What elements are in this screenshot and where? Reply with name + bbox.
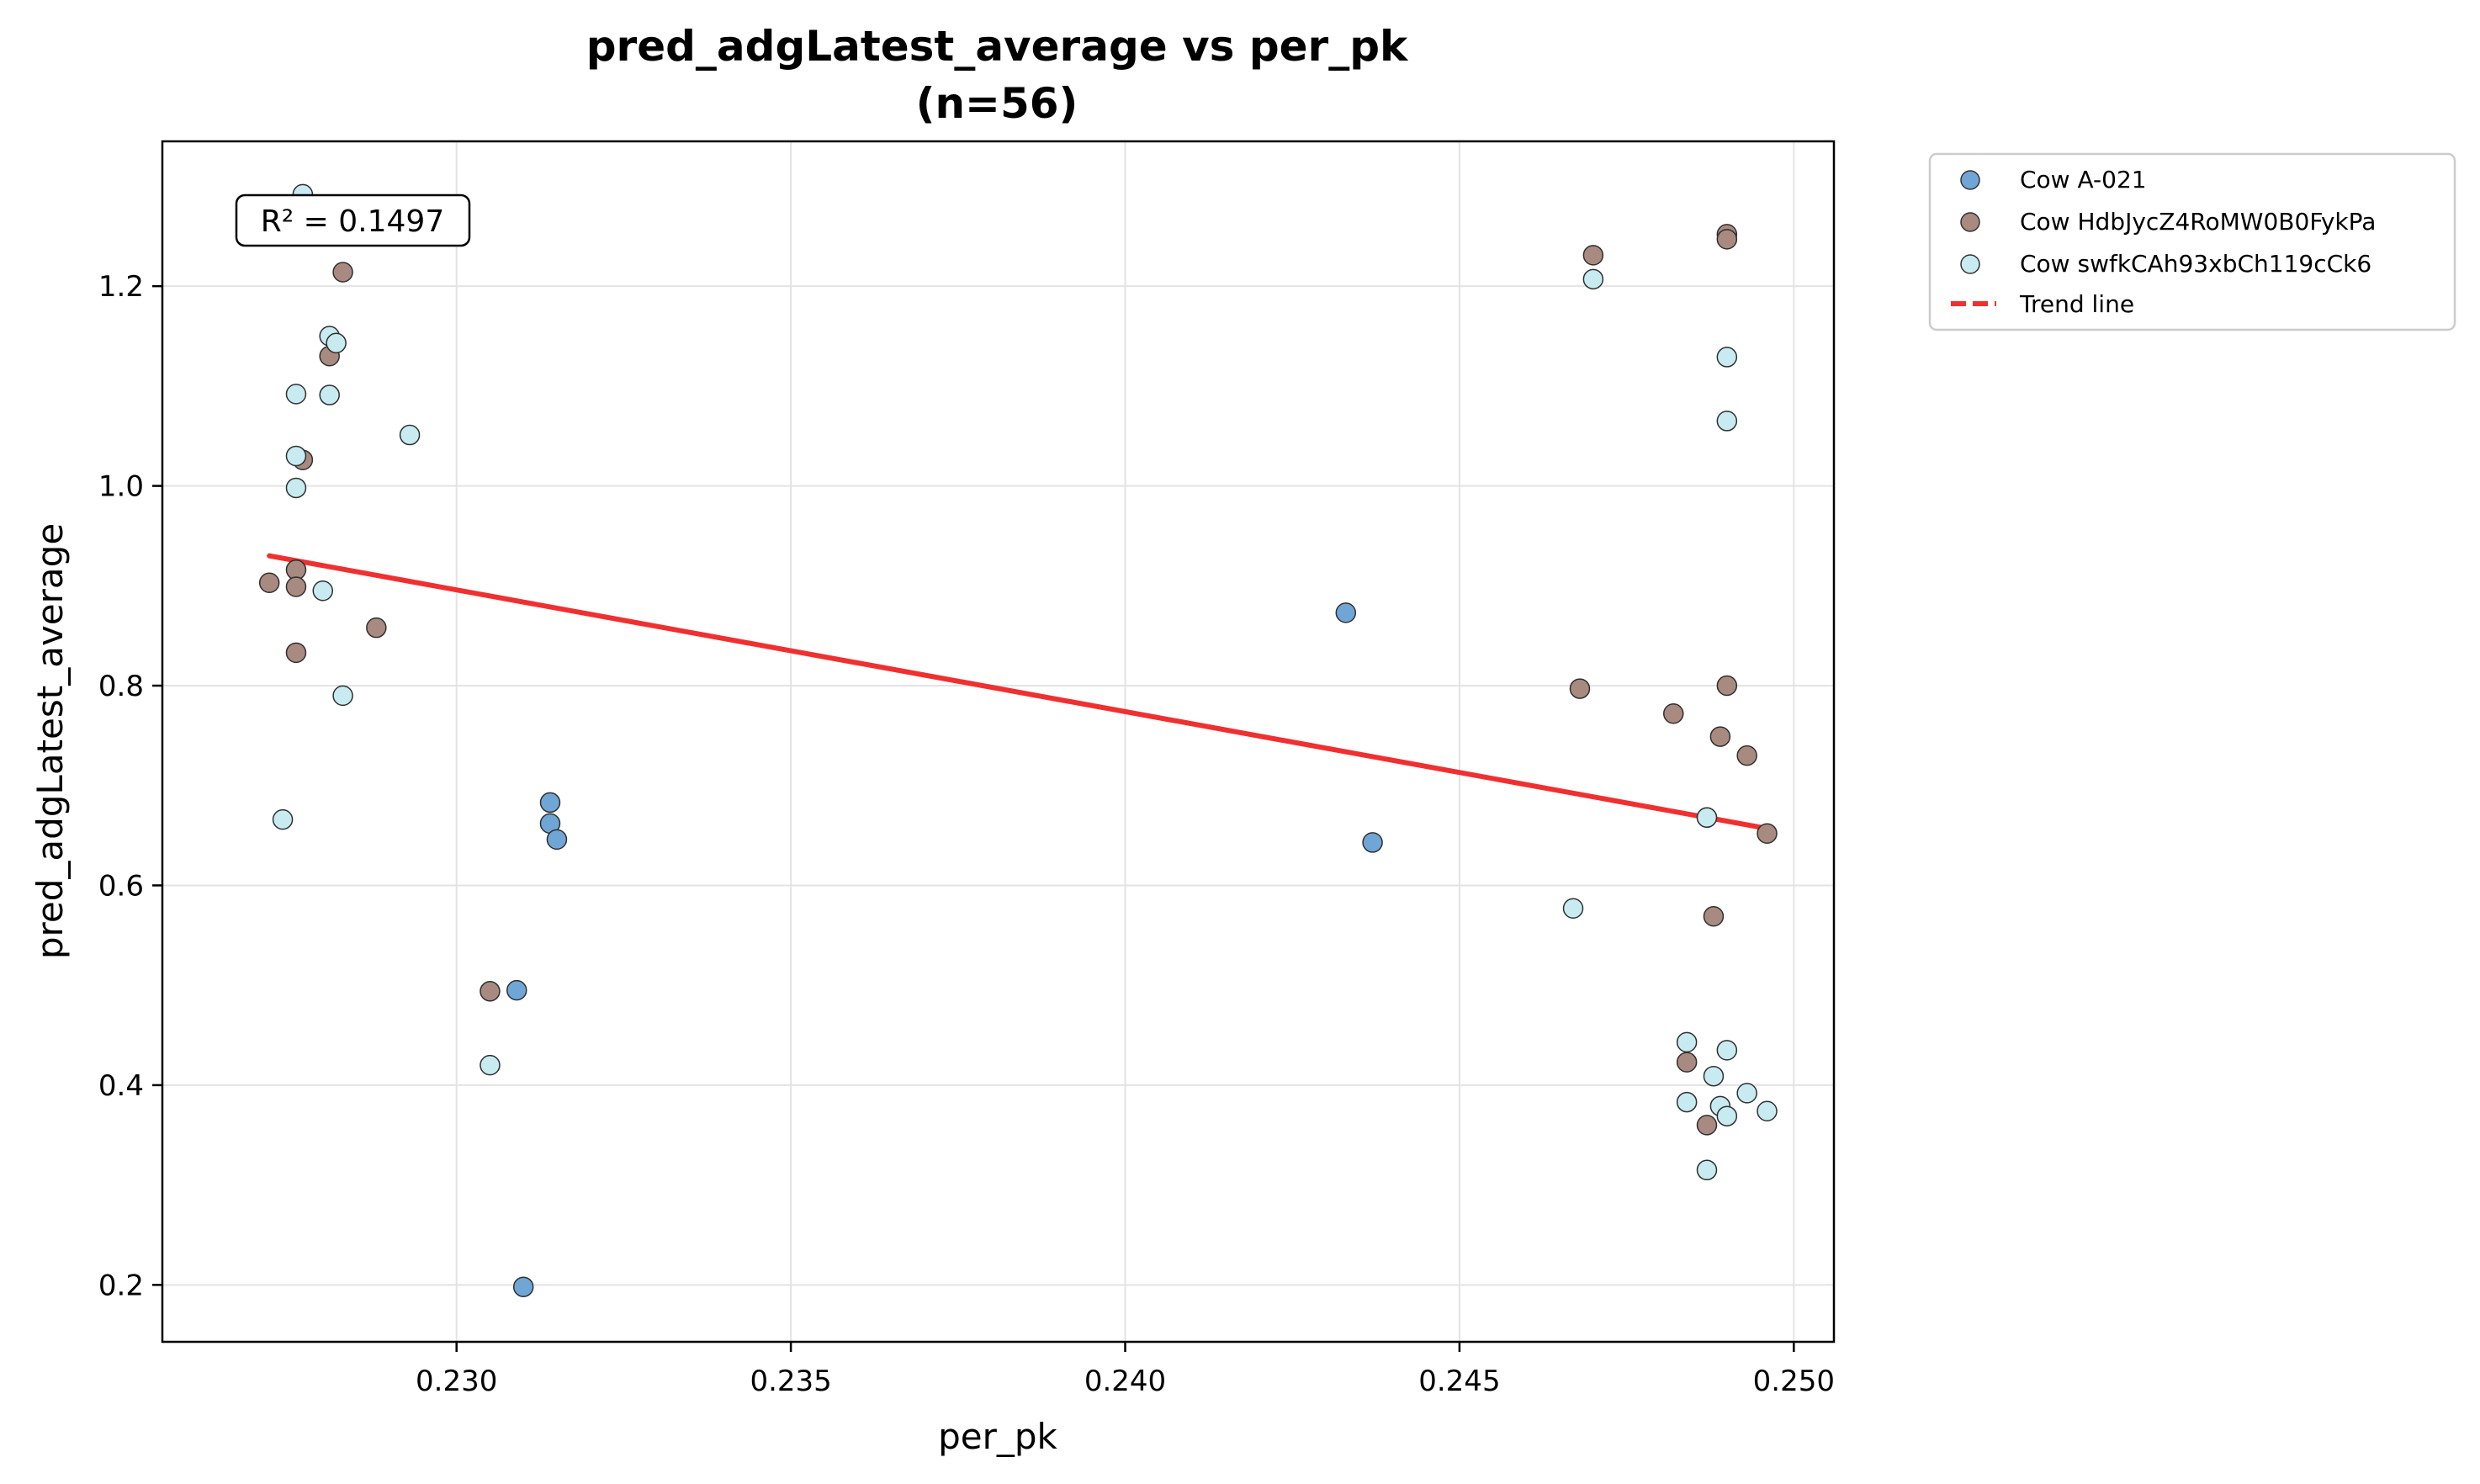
data-point (1757, 823, 1778, 844)
data-point (366, 617, 387, 639)
data-point (1703, 1065, 1725, 1087)
chart-title: pred_adgLatest_average vs per_pk (586, 22, 1409, 71)
x-tick-label: 0.250 (1753, 1365, 1835, 1398)
data-point (1757, 1100, 1778, 1122)
data-point (1736, 745, 1757, 766)
data-point (399, 424, 421, 446)
data-point (1703, 906, 1725, 927)
data-point (1335, 602, 1357, 623)
data-point (285, 384, 307, 405)
legend-frame (1928, 152, 2456, 331)
y-tick-label: 0.6 (98, 869, 144, 903)
data-point (1716, 1105, 1738, 1126)
data-point (1362, 832, 1383, 853)
series-0 (506, 602, 1383, 1297)
data-point (1716, 229, 1738, 250)
series-1 (258, 218, 1778, 1136)
r-squared-annotation: R² = 0.1497 (235, 193, 471, 247)
data-point (285, 576, 307, 597)
legend-label-1: Cow HdbJycZ4RoMW0B0FykPa (2020, 208, 2376, 236)
data-point (1676, 1091, 1698, 1113)
data-point (1569, 678, 1591, 699)
data-point (1696, 1115, 1718, 1136)
data-point (312, 580, 334, 602)
data-point (258, 572, 280, 593)
legend-label-0: Cow A-021 (2020, 166, 2147, 193)
y-axis-label: pred_adgLatest_average (29, 523, 71, 959)
data-point (285, 642, 307, 664)
data-point (1716, 675, 1738, 697)
legend-marker-2 (1960, 254, 1980, 274)
data-point (319, 384, 340, 405)
data-point (272, 808, 294, 830)
axis-ticks: 0.230 0.235 0.240 0.245 0.250 0.2 0.4 0.6 0.8 1.0… (98, 270, 1835, 1398)
data-point (1676, 1031, 1698, 1053)
data-point (1582, 268, 1604, 290)
data-point (285, 445, 307, 467)
grid-lines (162, 141, 1834, 1342)
y-tick-label: 1.2 (98, 270, 144, 304)
data-point (512, 1276, 534, 1297)
trend-line-layer (267, 553, 1770, 831)
annotation-box (235, 193, 471, 247)
annotation-text: R² = 0.1497 (261, 204, 444, 239)
data-point (332, 262, 353, 283)
legend: Cow A-021 Cow HdbJycZ4RoMW0B0FykPa Cow s… (1928, 152, 2456, 331)
data-point (285, 477, 307, 499)
legend-marker-0 (1960, 170, 1980, 190)
y-tick-label: 0.8 (98, 670, 144, 703)
data-point (1662, 703, 1684, 724)
x-tick-label: 0.235 (750, 1365, 831, 1398)
legend-label-trend: Trend line (2019, 290, 2134, 318)
x-axis-label: per_pk (938, 1416, 1057, 1457)
data-point (539, 792, 561, 814)
data-point (1709, 726, 1731, 747)
data-point (1562, 898, 1584, 920)
data-point (480, 1054, 501, 1076)
data-point (1716, 347, 1738, 368)
x-tick-label: 0.245 (1418, 1365, 1500, 1398)
data-point (1716, 411, 1738, 432)
legend-marker-1 (1960, 212, 1980, 232)
y-tick-label: 0.2 (98, 1269, 144, 1302)
data-point (1696, 807, 1718, 828)
data-point (332, 685, 353, 707)
chart-subtitle: (n=56) (916, 79, 1078, 128)
data-point (480, 981, 501, 1002)
data-point (1582, 245, 1604, 266)
data-point (1676, 1052, 1698, 1073)
data-point (506, 979, 527, 1001)
data-point (1716, 1040, 1738, 1061)
data-point (1696, 1159, 1718, 1181)
series-2 (272, 183, 1778, 1181)
x-tick-label: 0.240 (1084, 1365, 1166, 1398)
x-tick-label: 0.230 (416, 1365, 497, 1398)
data-point (546, 829, 568, 851)
y-tick-label: 1.0 (98, 470, 144, 504)
data-points (258, 183, 1778, 1297)
trend-line (267, 553, 1770, 831)
data-point (1736, 1083, 1757, 1104)
data-point (326, 332, 347, 354)
y-tick-label: 0.4 (98, 1069, 144, 1103)
plot-area-frame (161, 140, 1836, 1344)
legend-label-2: Cow swfkCAh93xbCh119cCk6 (2020, 250, 2371, 278)
